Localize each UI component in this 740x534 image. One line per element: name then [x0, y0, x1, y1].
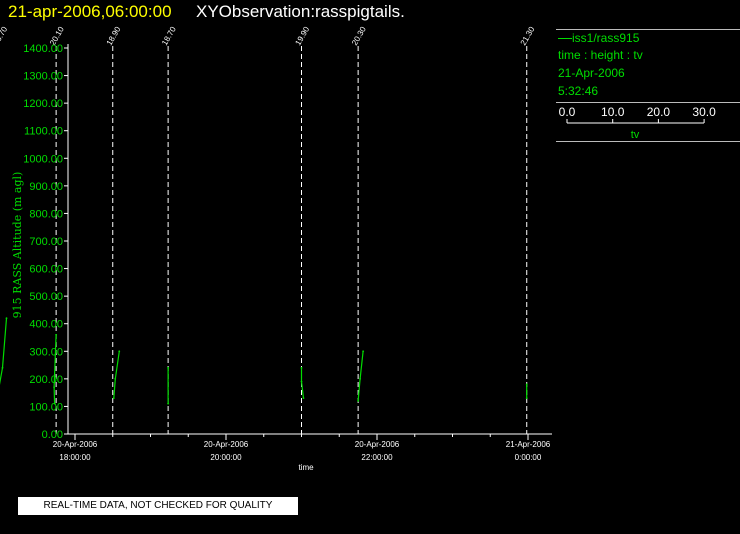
- legend-scale-tick-label-3: 30.0: [692, 105, 716, 119]
- data-point-7-0: [525, 397, 528, 400]
- x-tick-date-3: 21-Apr-2006: [506, 440, 551, 449]
- legend-scale-tick-label-0: 0.0: [559, 105, 576, 119]
- data-quality-disclaimer: REAL-TIME DATA, NOT CHECKED FOR QUALITY: [18, 497, 298, 515]
- data-point-3-2: [118, 350, 121, 353]
- axes: 0.00 100.00 200.00 300.00 400.00 500.00 600.00…: [23, 43, 552, 462]
- y-tick-label-2: 200.00: [29, 374, 63, 386]
- x-tick-time-2: 22:00:00: [361, 453, 393, 462]
- data-point-6-1: [359, 377, 362, 380]
- data-series-iss1-rass915: [0, 317, 528, 405]
- x-axis-label: time: [298, 463, 314, 472]
- x-tick-time-3: 0:00:00: [515, 453, 542, 462]
- legend-divider-bottom: [556, 141, 740, 142]
- data-point-3-1: [114, 377, 117, 380]
- data-point-5-0: [302, 397, 305, 400]
- y-tick-label-12: 1200.00: [23, 98, 63, 110]
- legend-divider-top: [556, 29, 740, 30]
- profile-value-label-3: 18.90: [105, 25, 123, 47]
- y-tick-label-3: 300.00: [29, 346, 63, 358]
- data-point-2-1: [53, 386, 56, 389]
- data-profile-3: [113, 351, 120, 399]
- y-tick-label-8: 800.00: [29, 208, 63, 220]
- x-tick-date-0: 20-Apr-2006: [53, 440, 98, 449]
- y-axis-label: 915 RASS Altitude (m agl): [11, 172, 24, 319]
- data-point-7-1: [525, 383, 528, 386]
- data-point-3-0: [112, 397, 115, 400]
- y-tick-label-9: 900.00: [29, 181, 63, 193]
- legend-scale-label: tv: [631, 129, 640, 138]
- y-tick-label-4: 400.00: [29, 319, 63, 331]
- data-point-5-1: [300, 380, 303, 383]
- y-tick-label-11: 1100.00: [24, 126, 63, 138]
- data-point-1-3: [5, 317, 8, 320]
- profile-value-label-4: 18.70: [160, 25, 178, 47]
- y-tick-label-5: 500.00: [29, 291, 63, 303]
- title-date: 21-apr-2006,06:00:00: [8, 2, 172, 21]
- data-point-2-2: [55, 333, 58, 336]
- profile-value-label-7: 21.30: [519, 25, 537, 47]
- x-tick-date-1: 20-Apr-2006: [204, 440, 249, 449]
- legend-date: 21-Apr-2006: [558, 66, 625, 80]
- chart-title: XYObservation:rasspigtails.: [196, 2, 405, 21]
- x-tick-time-0: 18:00:00: [59, 453, 91, 462]
- y-tick-label-10: 1000.00: [23, 153, 63, 165]
- legend-scale: 0.0 10.0 20.0 30.0 tv: [559, 105, 716, 138]
- y-tick-label-14: 1400.00: [23, 43, 63, 55]
- data-point-1-2: [1, 366, 4, 369]
- x-tick-date-2: 20-Apr-2006: [355, 440, 400, 449]
- data-profile-6: [357, 351, 364, 401]
- profile-value-label-6: 20.30: [350, 25, 368, 47]
- legend-divider-middle: [556, 102, 740, 103]
- y-tick-label-1: 100.00: [29, 401, 63, 413]
- legend-scale-tick-label-1: 10.0: [601, 105, 625, 119]
- y-tick-label-0: 0.00: [42, 429, 63, 441]
- legend-time: 5:32:46: [558, 84, 599, 98]
- data-point-4-0: [167, 402, 170, 405]
- data-point-6-0: [357, 400, 360, 402]
- y-tick-label-6: 600.00: [29, 264, 63, 276]
- data-point-4-1: [167, 366, 170, 369]
- legend-scale-tick-label-2: 20.0: [647, 105, 671, 119]
- x-tick-time-1: 20:00:00: [210, 453, 242, 462]
- data-profile-1: [0, 318, 8, 385]
- y-tick-label-7: 700.00: [29, 236, 63, 248]
- legend-variables: time : height : tv: [558, 48, 643, 62]
- legend-series-swatch: [558, 38, 572, 40]
- chart-plot: 16.4016.7020.1018.9018.7019.9020.3021.30…: [0, 25, 552, 472]
- y-tick-label-13: 1300.00: [23, 71, 63, 83]
- profile-lines: 16.4016.7020.1018.9018.7019.9020.3021.30…: [0, 25, 537, 434]
- data-point-5-2: [300, 366, 303, 369]
- profile-value-label-5: 19.90: [293, 25, 311, 47]
- profile-value-label-1: 16.70: [0, 25, 10, 47]
- data-point-6-2: [362, 350, 365, 353]
- data-point-2-0: [53, 402, 56, 405]
- legend-series: iss1/rass915: [558, 31, 639, 45]
